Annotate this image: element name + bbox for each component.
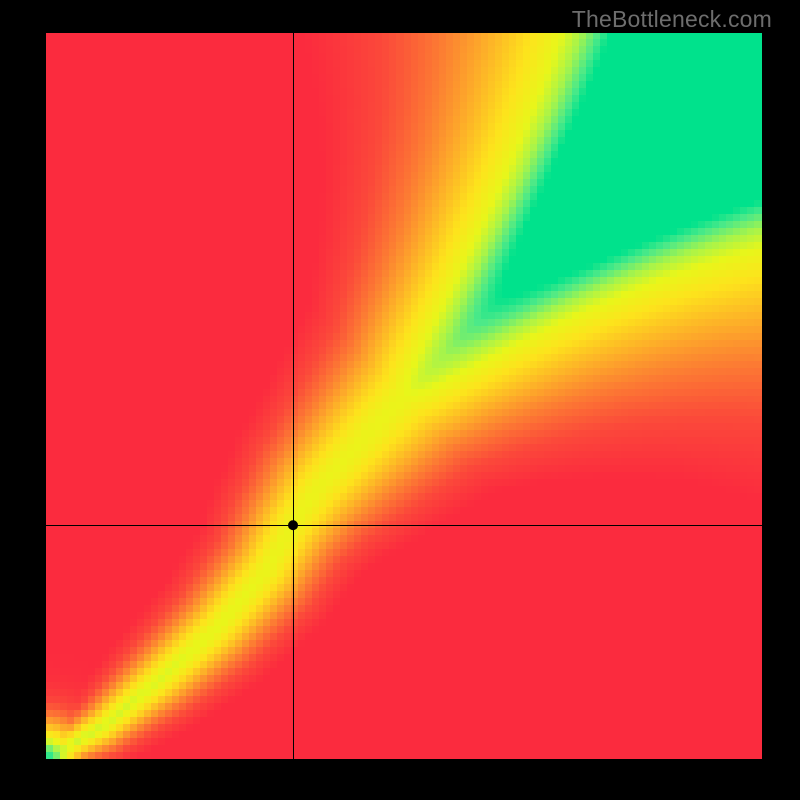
watermark-text: TheBottleneck.com bbox=[572, 6, 772, 33]
chart-container: TheBottleneck.com bbox=[0, 0, 800, 800]
bottleneck-heatmap bbox=[46, 33, 762, 759]
